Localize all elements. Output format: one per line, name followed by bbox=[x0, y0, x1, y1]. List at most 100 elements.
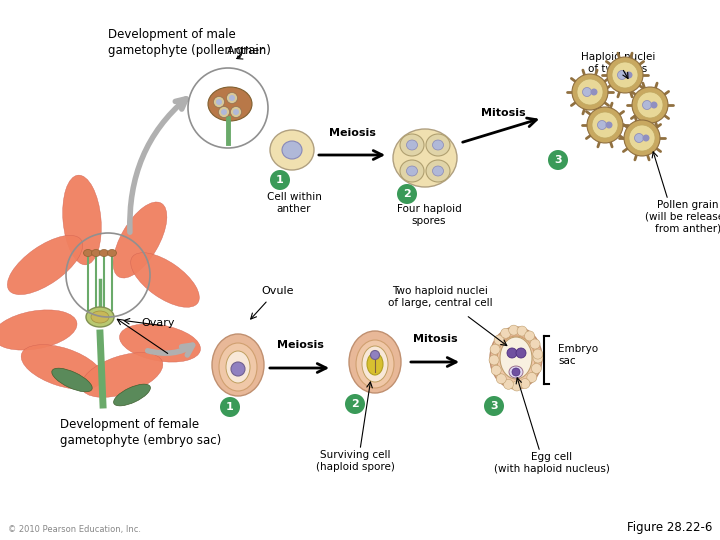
Circle shape bbox=[592, 112, 618, 138]
Circle shape bbox=[632, 87, 668, 123]
Circle shape bbox=[517, 326, 527, 336]
Circle shape bbox=[214, 97, 225, 107]
Circle shape bbox=[533, 349, 543, 359]
Ellipse shape bbox=[400, 134, 424, 156]
Text: Meiosis: Meiosis bbox=[328, 128, 375, 138]
Circle shape bbox=[397, 184, 417, 204]
Ellipse shape bbox=[426, 134, 450, 156]
Circle shape bbox=[233, 109, 239, 115]
Circle shape bbox=[582, 87, 592, 97]
Text: Ovary: Ovary bbox=[141, 318, 175, 328]
Text: Cell within
anther: Cell within anther bbox=[266, 192, 321, 214]
Ellipse shape bbox=[500, 337, 532, 379]
Text: 1: 1 bbox=[226, 402, 234, 412]
Circle shape bbox=[227, 92, 238, 104]
Circle shape bbox=[525, 331, 534, 341]
Circle shape bbox=[512, 381, 522, 391]
Ellipse shape bbox=[212, 334, 264, 396]
Circle shape bbox=[516, 348, 526, 358]
Text: © 2010 Pearson Education, Inc.: © 2010 Pearson Education, Inc. bbox=[8, 525, 141, 534]
Circle shape bbox=[548, 150, 568, 170]
Circle shape bbox=[650, 102, 657, 109]
Circle shape bbox=[507, 348, 517, 358]
Ellipse shape bbox=[130, 253, 199, 307]
Ellipse shape bbox=[270, 130, 314, 170]
Text: Two haploid nuclei
of large, central cell: Two haploid nuclei of large, central cel… bbox=[387, 286, 492, 308]
Ellipse shape bbox=[490, 327, 542, 389]
Circle shape bbox=[503, 379, 513, 389]
Ellipse shape bbox=[226, 351, 250, 383]
Circle shape bbox=[527, 373, 537, 382]
Ellipse shape bbox=[52, 368, 92, 392]
Ellipse shape bbox=[7, 235, 83, 295]
Text: Mitosis: Mitosis bbox=[481, 108, 526, 118]
Circle shape bbox=[533, 353, 543, 363]
Circle shape bbox=[490, 345, 500, 354]
Circle shape bbox=[612, 62, 638, 88]
Ellipse shape bbox=[367, 353, 383, 375]
Circle shape bbox=[345, 394, 365, 414]
Circle shape bbox=[520, 379, 530, 389]
Text: Egg cell
(with haploid nucleus): Egg cell (with haploid nucleus) bbox=[494, 452, 610, 474]
Circle shape bbox=[512, 368, 520, 376]
Text: Pollen grain
(will be released
from anther): Pollen grain (will be released from anth… bbox=[645, 200, 720, 233]
Ellipse shape bbox=[91, 311, 109, 323]
Ellipse shape bbox=[356, 340, 394, 388]
Circle shape bbox=[216, 99, 222, 105]
Text: Ovule: Ovule bbox=[262, 286, 294, 296]
Text: 3: 3 bbox=[490, 401, 498, 411]
Circle shape bbox=[598, 120, 606, 130]
Circle shape bbox=[634, 133, 644, 143]
Circle shape bbox=[624, 120, 660, 156]
Circle shape bbox=[231, 362, 245, 376]
Ellipse shape bbox=[63, 175, 102, 265]
Circle shape bbox=[188, 68, 268, 148]
Circle shape bbox=[500, 328, 510, 338]
Ellipse shape bbox=[407, 140, 418, 150]
Circle shape bbox=[577, 79, 603, 105]
Circle shape bbox=[618, 71, 626, 79]
Ellipse shape bbox=[393, 129, 457, 187]
Circle shape bbox=[230, 106, 241, 118]
Ellipse shape bbox=[120, 324, 200, 362]
Ellipse shape bbox=[86, 307, 114, 327]
Circle shape bbox=[221, 109, 227, 115]
Text: Anther: Anther bbox=[227, 46, 265, 56]
Text: Mitosis: Mitosis bbox=[413, 334, 457, 344]
Circle shape bbox=[642, 134, 649, 141]
Ellipse shape bbox=[99, 249, 109, 256]
Ellipse shape bbox=[362, 346, 388, 382]
Ellipse shape bbox=[91, 249, 101, 256]
Ellipse shape bbox=[208, 87, 252, 121]
Circle shape bbox=[629, 125, 655, 151]
Circle shape bbox=[642, 100, 652, 110]
Text: Four haploid
spores: Four haploid spores bbox=[397, 204, 462, 226]
Circle shape bbox=[626, 71, 632, 78]
Circle shape bbox=[496, 374, 506, 384]
Circle shape bbox=[590, 89, 598, 96]
Text: 2: 2 bbox=[403, 189, 411, 199]
Circle shape bbox=[218, 106, 230, 118]
Ellipse shape bbox=[81, 353, 163, 397]
Ellipse shape bbox=[21, 345, 103, 389]
Circle shape bbox=[637, 92, 663, 118]
Circle shape bbox=[607, 57, 643, 93]
Text: 2: 2 bbox=[351, 399, 359, 409]
Circle shape bbox=[489, 355, 499, 365]
Ellipse shape bbox=[84, 249, 92, 256]
Circle shape bbox=[220, 397, 240, 417]
Text: Development of male
gametophyte (pollen grain): Development of male gametophyte (pollen … bbox=[108, 28, 271, 57]
Ellipse shape bbox=[349, 331, 401, 393]
Circle shape bbox=[572, 74, 608, 110]
Ellipse shape bbox=[433, 140, 444, 150]
Circle shape bbox=[606, 122, 613, 129]
Text: Figure 28.22-6: Figure 28.22-6 bbox=[626, 521, 712, 534]
Circle shape bbox=[484, 396, 504, 416]
Ellipse shape bbox=[497, 336, 535, 384]
Circle shape bbox=[491, 365, 501, 375]
Text: Surviving cell
(haploid spore): Surviving cell (haploid spore) bbox=[315, 450, 395, 471]
Ellipse shape bbox=[433, 166, 444, 176]
Ellipse shape bbox=[426, 160, 450, 182]
Text: Meiosis: Meiosis bbox=[276, 340, 323, 350]
Circle shape bbox=[530, 339, 540, 349]
